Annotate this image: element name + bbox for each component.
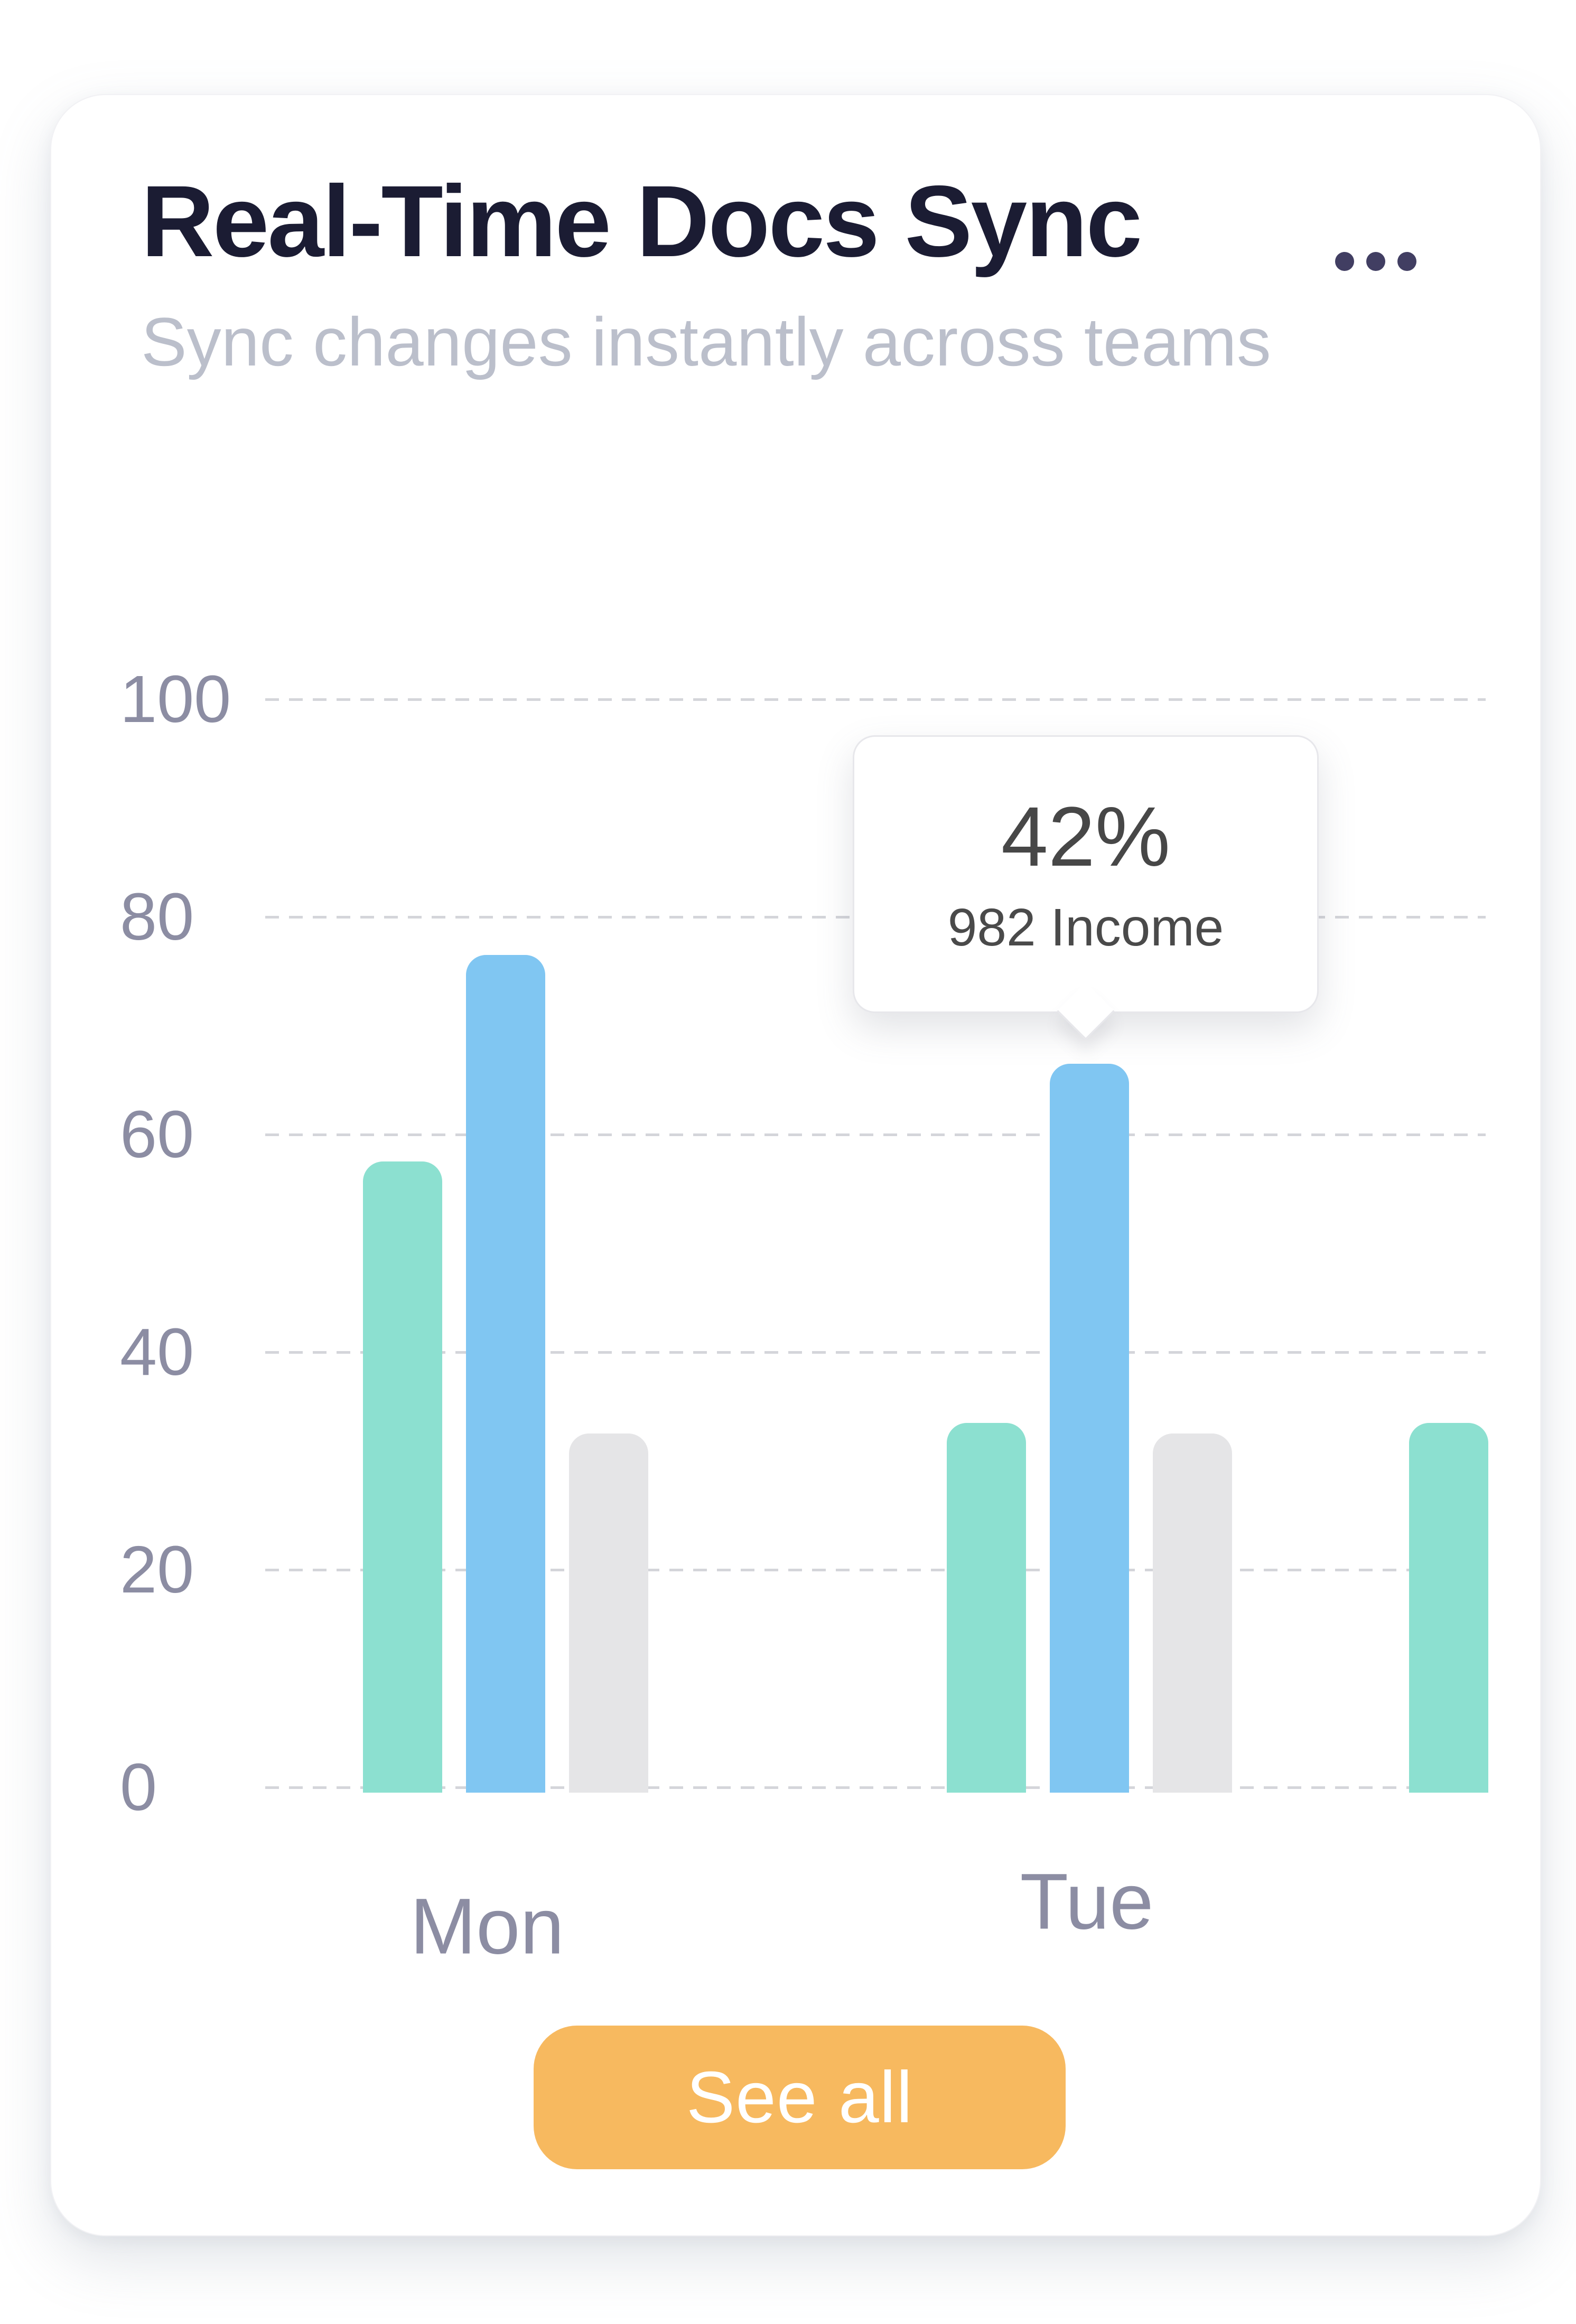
- bar-teal-tue[interactable]: [947, 1422, 1026, 1793]
- x-axis-label-mon: Mon: [410, 1881, 564, 1971]
- y-axis-tick-0: 0: [120, 1750, 157, 1824]
- gridline-y-40: [265, 1351, 1486, 1354]
- card-subtitle: Sync changes instantly across teams: [141, 303, 1271, 380]
- gridline-y-20: [265, 1569, 1486, 1571]
- bar-gray-tue[interactable]: [1153, 1433, 1232, 1793]
- gridline-y-60: [265, 1133, 1486, 1136]
- docs-sync-card: Real-Time Docs Sync Sync changes instant…: [50, 94, 1541, 2236]
- bar-teal-partial[interactable]: [1409, 1422, 1488, 1793]
- more-options-button[interactable]: [1335, 227, 1494, 296]
- bar-chart: 0 20 40 60 80 100 Mon Tue: [51, 95, 1540, 2235]
- y-axis-tick-60: 60: [120, 1097, 194, 1172]
- ellipsis-icon: [1366, 252, 1385, 271]
- x-axis-label-tue: Tue: [1020, 1857, 1154, 1946]
- card-title: Real-Time Docs Sync: [141, 164, 1142, 278]
- y-axis-tick-40: 40: [120, 1315, 194, 1389]
- gridline-y-100: [265, 698, 1486, 701]
- see-all-label: See all: [686, 2056, 913, 2138]
- y-axis-tick-80: 80: [120, 879, 194, 954]
- bar-gray-mon[interactable]: [569, 1433, 648, 1793]
- bar-blue-tue[interactable]: [1050, 1063, 1129, 1793]
- bar-blue-mon[interactable]: [466, 954, 545, 1793]
- tooltip: 42% 982 Income: [853, 735, 1319, 1040]
- bar-teal-mon[interactable]: [363, 1161, 442, 1793]
- y-axis-tick-100: 100: [120, 662, 231, 736]
- tooltip-value: 42%: [1001, 789, 1171, 884]
- ellipsis-icon: [1397, 252, 1416, 271]
- gridline-y-0: [265, 1786, 1486, 1789]
- tooltip-label: 982 Income: [947, 898, 1224, 957]
- see-all-button[interactable]: See all: [534, 2026, 1066, 2169]
- y-axis-tick-20: 20: [120, 1532, 194, 1607]
- ellipsis-icon: [1335, 252, 1354, 271]
